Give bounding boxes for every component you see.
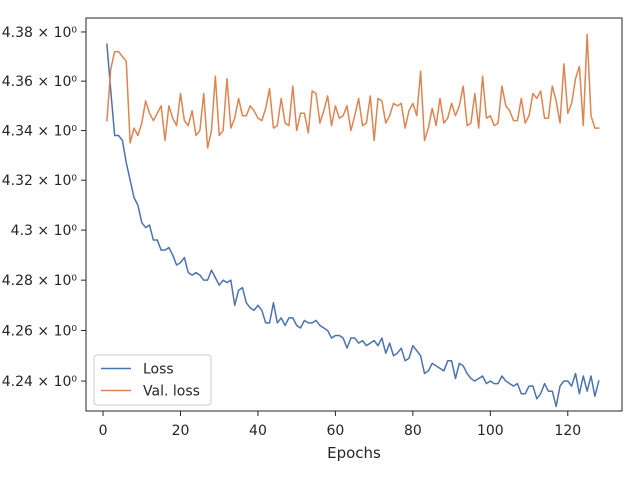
y-tick-label: 4.32 × 10⁰ [2,173,78,189]
series-layer [106,33,600,408]
y-tick-label: 4.36 × 10⁰ [2,74,78,90]
y-tick-label: 4.3 × 10⁰ [11,223,78,239]
y-tick-label: 4.38 × 10⁰ [2,25,78,41]
legend: Loss Val. loss [93,354,212,406]
y-tick-label: 4.26 × 10⁰ [2,323,78,339]
x-tick-label: 20 [172,423,190,439]
series-line-val-loss [106,33,600,149]
y-tick-label: 4.34 × 10⁰ [2,124,78,140]
x-tick-label: 80 [404,423,422,439]
plot-area-frame [85,17,623,412]
y-axis: 4.24 × 10⁰ 4.26 × 10⁰ 4.28 × 10⁰ 4.3 × 10⁰ 4… [2,25,86,390]
x-tick-label: 120 [554,423,581,439]
x-tick-label: 40 [249,423,267,439]
series-line-loss [106,43,600,408]
legend-label-val-loss: Val. loss [143,384,200,400]
x-tick-label: 100 [477,423,504,439]
x-axis: 0 20 40 60 80 100 120 [99,411,581,439]
y-tick-label: 4.28 × 10⁰ [2,273,78,289]
legend-label-loss: Loss [143,362,174,378]
x-tick-label: 60 [326,423,344,439]
y-tick-label: 4.24 × 10⁰ [2,374,78,390]
legend-box [93,354,212,406]
x-tick-label: 0 [99,423,108,439]
x-axis-label: Epochs [327,444,381,462]
